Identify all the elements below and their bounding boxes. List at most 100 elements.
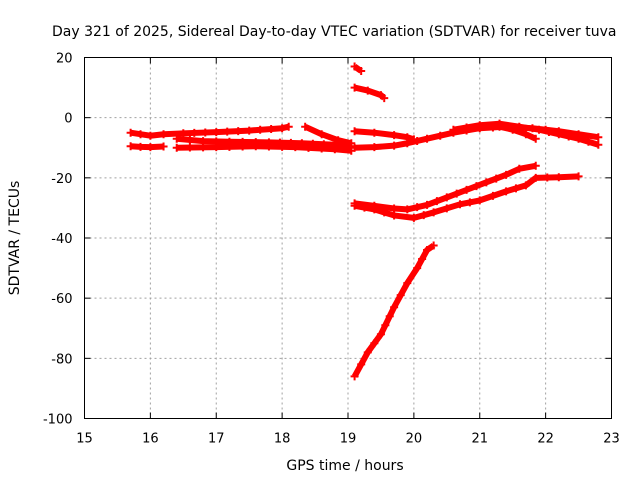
data-point (543, 173, 552, 182)
data-point (347, 139, 356, 148)
y-tick-label: -40 (51, 232, 72, 247)
y-axis-title: SDTVAR / TECUs (7, 181, 23, 296)
data-point (370, 128, 379, 137)
data-point (256, 125, 265, 134)
data-point (212, 143, 221, 152)
data-point (317, 130, 326, 139)
data-point (350, 372, 359, 381)
data-point (495, 122, 504, 131)
data-point (172, 143, 181, 152)
data-point (413, 203, 422, 212)
data-point (363, 86, 372, 95)
data-point (126, 128, 135, 137)
data-point (511, 184, 520, 193)
data-point (521, 181, 530, 190)
data-point (502, 187, 511, 196)
data-point (584, 137, 593, 146)
data-point (594, 140, 603, 149)
data-point (350, 127, 359, 136)
data-point (284, 122, 293, 131)
data-point (531, 134, 540, 143)
series-track-k (350, 83, 389, 103)
y-tick-label: 20 (56, 52, 73, 67)
data-point (462, 123, 471, 132)
series-line-track-k (353, 84, 387, 101)
data-point (376, 330, 385, 339)
data-point (304, 143, 313, 152)
data-point (403, 279, 412, 288)
data-point (429, 208, 438, 217)
data-point (452, 189, 461, 198)
data-point (330, 145, 339, 154)
data-point (544, 127, 553, 136)
data-point (574, 172, 583, 181)
data-point (380, 208, 389, 217)
data-point (390, 211, 399, 220)
data-point (418, 255, 427, 264)
data-point (334, 136, 343, 145)
series-layer (126, 62, 603, 381)
data-point (436, 131, 445, 140)
data-point (396, 291, 405, 300)
x-tick-label: 17 (208, 432, 225, 447)
data-point (475, 196, 484, 205)
x-tick-label: 21 (471, 432, 488, 447)
data-point (574, 134, 583, 143)
data-point (136, 142, 145, 151)
y-tick-label: -60 (51, 292, 72, 307)
y-tick-label: -20 (51, 172, 72, 187)
data-point (179, 129, 188, 138)
data-point (172, 134, 181, 143)
data-point (201, 128, 210, 137)
data-point (535, 125, 544, 134)
x-tick-label: 22 (537, 432, 554, 447)
x-tick-label: 16 (142, 432, 159, 447)
data-point (251, 142, 260, 151)
data-point (482, 178, 491, 187)
data-point (159, 142, 168, 151)
series-track-i (495, 122, 540, 143)
data-point (475, 121, 484, 130)
data-point (234, 127, 243, 136)
tick-layer: 15 16 17 18 19 20 21 22 23 20 0 -20 -40 -60 -80 -100 (43, 52, 620, 447)
y-tick-label: -80 (51, 352, 72, 367)
data-point (442, 204, 451, 213)
data-point (199, 143, 208, 152)
data-point (594, 133, 603, 142)
data-point (508, 125, 517, 134)
data-point (390, 131, 399, 140)
x-tick-label: 19 (340, 432, 357, 447)
data-point (390, 303, 399, 312)
data-point (370, 143, 379, 152)
data-point (472, 182, 481, 191)
data-point (136, 130, 145, 139)
data-point (502, 170, 511, 179)
data-point (488, 191, 497, 200)
data-point (413, 264, 422, 273)
y-tick-label: -100 (43, 413, 73, 428)
data-point (409, 213, 418, 222)
data-point (429, 241, 438, 250)
data-point (370, 339, 379, 348)
series-track-b (126, 142, 168, 152)
x-tick-label: 18 (274, 432, 291, 447)
data-point (432, 197, 441, 206)
data-point (380, 94, 389, 103)
data-point (462, 185, 471, 194)
data-point (465, 198, 474, 207)
data-point (350, 83, 359, 92)
data-point (390, 204, 399, 213)
data-point (515, 164, 524, 173)
series-line-track-e (303, 123, 352, 147)
data-point (442, 193, 451, 202)
data-point (301, 122, 310, 131)
data-point (350, 143, 359, 152)
data-point (350, 201, 359, 210)
data-point (403, 205, 412, 214)
data-point (146, 143, 155, 152)
data-point (350, 62, 359, 71)
series-line-track-b (130, 143, 164, 151)
series-track-m (350, 172, 583, 222)
data-point (245, 126, 254, 135)
